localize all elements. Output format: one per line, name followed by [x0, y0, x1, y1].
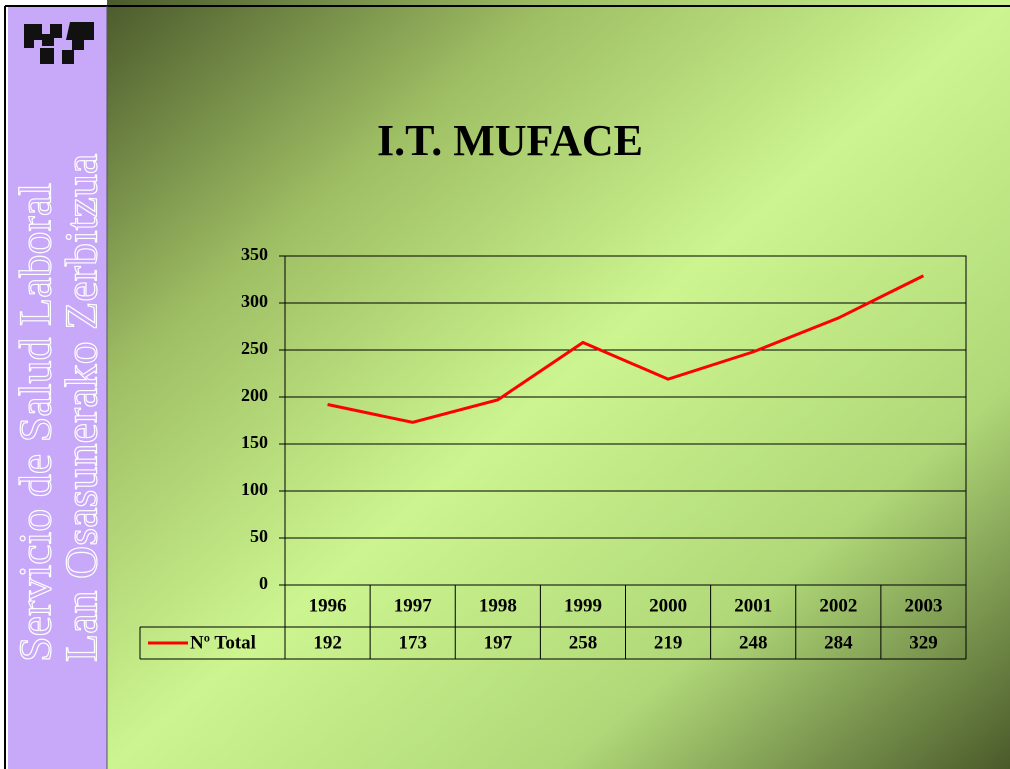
logo — [24, 22, 94, 64]
y-tick-label: 100 — [241, 479, 268, 499]
data-label: 197 — [484, 632, 513, 653]
background — [107, 0, 1010, 769]
data-label: 248 — [739, 632, 768, 653]
x-tick-label: 1998 — [479, 595, 517, 616]
x-tick-label: 1996 — [309, 595, 347, 616]
y-tick-label: 50 — [250, 526, 268, 546]
legend-label: Nº Total — [190, 632, 256, 653]
y-tick-label: 300 — [241, 291, 268, 311]
sidebar-line: Servicio de Salud Laboral — [10, 183, 61, 662]
y-tick-label: 0 — [259, 573, 268, 593]
data-label: 219 — [654, 632, 683, 653]
data-label: 258 — [569, 632, 598, 653]
data-label: 173 — [398, 632, 427, 653]
x-tick-label: 2001 — [734, 595, 772, 616]
y-tick-label: 150 — [241, 432, 268, 452]
x-tick-label: 2000 — [649, 595, 687, 616]
data-label: 192 — [313, 632, 342, 653]
x-tick-label: 2003 — [904, 595, 942, 616]
data-label: 284 — [824, 632, 853, 653]
series-line — [327, 274, 925, 424]
y-tick-label: 200 — [241, 385, 268, 405]
y-tick-label: 350 — [241, 244, 268, 264]
chart-title: I.T. MUFACE — [377, 116, 643, 165]
x-tick-label: 1999 — [564, 595, 602, 616]
sidebar-text: Servicio de Salud Laboral Lan Osasunerak… — [9, 153, 107, 663]
x-tick-label: 1997 — [394, 595, 433, 616]
data-label: 329 — [909, 632, 938, 653]
x-tick-label: 2002 — [819, 595, 857, 616]
sidebar-line: Lan Osasunerako Zerbitzua — [56, 154, 107, 662]
y-tick-label: 250 — [241, 338, 268, 358]
sidebar — [8, 6, 107, 769]
